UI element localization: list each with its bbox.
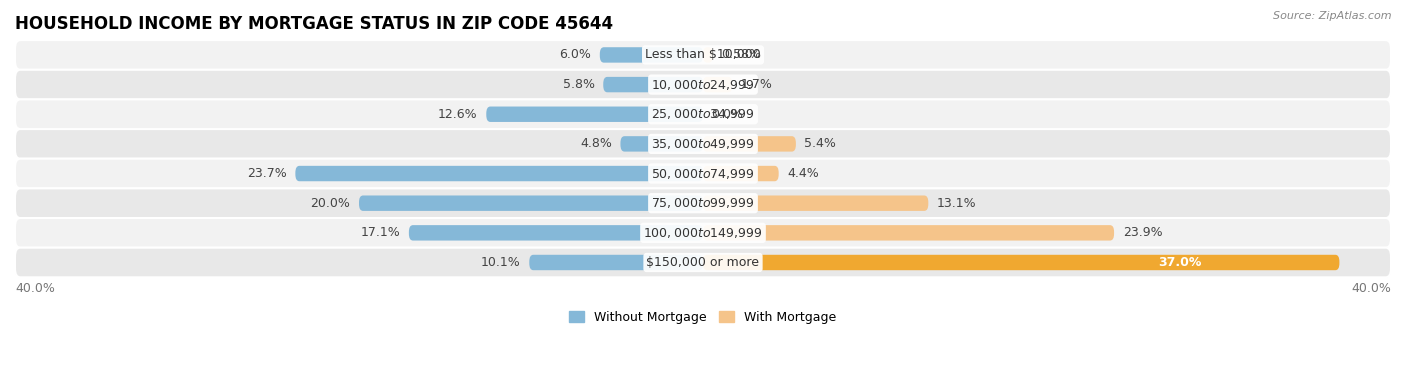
Text: 20.0%: 20.0% (311, 197, 350, 210)
FancyBboxPatch shape (15, 40, 1391, 70)
Text: 17.1%: 17.1% (360, 226, 401, 239)
FancyBboxPatch shape (15, 159, 1391, 188)
Text: 23.7%: 23.7% (247, 167, 287, 180)
FancyBboxPatch shape (486, 107, 703, 122)
Text: $75,000 to $99,999: $75,000 to $99,999 (651, 196, 755, 210)
Text: $10,000 to $24,999: $10,000 to $24,999 (651, 78, 755, 92)
Text: 6.0%: 6.0% (560, 48, 591, 61)
Legend: Without Mortgage, With Mortgage: Without Mortgage, With Mortgage (564, 306, 842, 329)
FancyBboxPatch shape (15, 129, 1391, 159)
FancyBboxPatch shape (15, 100, 1391, 129)
FancyBboxPatch shape (409, 225, 703, 241)
Text: 13.1%: 13.1% (936, 197, 977, 210)
FancyBboxPatch shape (703, 196, 928, 211)
Text: 12.6%: 12.6% (439, 108, 478, 121)
FancyBboxPatch shape (359, 196, 703, 211)
Text: 10.1%: 10.1% (481, 256, 520, 269)
FancyBboxPatch shape (703, 166, 779, 181)
Text: $100,000 to $149,999: $100,000 to $149,999 (644, 226, 762, 240)
Text: 5.8%: 5.8% (562, 78, 595, 91)
Text: $50,000 to $74,999: $50,000 to $74,999 (651, 167, 755, 181)
Text: 37.0%: 37.0% (1159, 256, 1202, 269)
FancyBboxPatch shape (620, 136, 703, 152)
Text: 40.0%: 40.0% (1351, 282, 1391, 295)
Text: Less than $10,000: Less than $10,000 (645, 48, 761, 61)
Text: Source: ZipAtlas.com: Source: ZipAtlas.com (1274, 11, 1392, 21)
FancyBboxPatch shape (703, 136, 796, 152)
Text: HOUSEHOLD INCOME BY MORTGAGE STATUS IN ZIP CODE 45644: HOUSEHOLD INCOME BY MORTGAGE STATUS IN Z… (15, 15, 613, 33)
FancyBboxPatch shape (703, 225, 1114, 241)
Text: 0.0%: 0.0% (711, 108, 744, 121)
Text: 4.8%: 4.8% (579, 137, 612, 150)
FancyBboxPatch shape (15, 248, 1391, 277)
FancyBboxPatch shape (603, 77, 703, 92)
Text: 4.4%: 4.4% (787, 167, 820, 180)
Text: $35,000 to $49,999: $35,000 to $49,999 (651, 137, 755, 151)
FancyBboxPatch shape (529, 255, 703, 270)
FancyBboxPatch shape (15, 218, 1391, 248)
FancyBboxPatch shape (600, 47, 703, 63)
FancyBboxPatch shape (15, 70, 1391, 100)
Text: 40.0%: 40.0% (15, 282, 55, 295)
Text: $150,000 or more: $150,000 or more (647, 256, 759, 269)
FancyBboxPatch shape (703, 47, 713, 63)
FancyBboxPatch shape (703, 77, 733, 92)
Text: 0.58%: 0.58% (721, 48, 762, 61)
FancyBboxPatch shape (295, 166, 703, 181)
Text: 5.4%: 5.4% (804, 137, 837, 150)
Text: 23.9%: 23.9% (1122, 226, 1163, 239)
FancyBboxPatch shape (15, 188, 1391, 218)
Text: $25,000 to $34,999: $25,000 to $34,999 (651, 107, 755, 121)
FancyBboxPatch shape (703, 255, 1340, 270)
Text: 1.7%: 1.7% (741, 78, 773, 91)
